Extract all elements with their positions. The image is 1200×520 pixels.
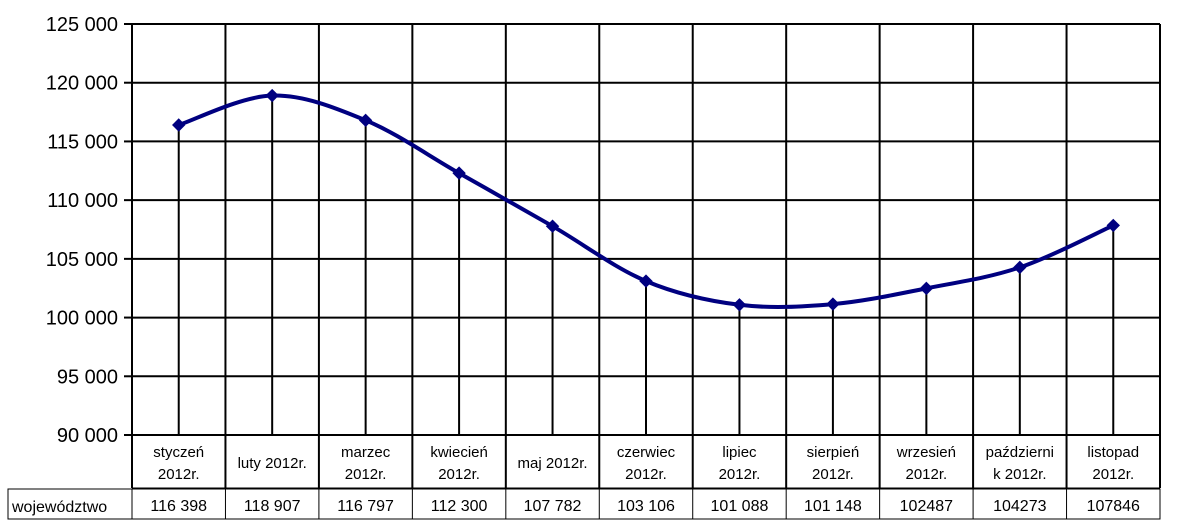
- table-value-cell: 118 907: [244, 498, 301, 515]
- table-value-cell: 107846: [1087, 498, 1140, 515]
- x-category-label: maj 2012r.: [518, 455, 588, 472]
- table-value-cell: 116 398: [150, 498, 207, 515]
- data-point-marker: [265, 88, 279, 103]
- data-point-marker: [452, 166, 466, 180]
- data-point-marker: [1106, 218, 1120, 233]
- y-tick-label: 105 000: [46, 249, 118, 271]
- y-tick-label: 125 000: [46, 14, 118, 36]
- x-category-label: marzec 2012r.: [341, 444, 391, 483]
- y-tick-label: 120 000: [46, 73, 118, 95]
- x-category-label: sierpień 2012r.: [807, 444, 860, 483]
- table-row: [7, 488, 1161, 520]
- y-tick-label: 90 000: [57, 425, 118, 447]
- x-category-label: czerwiec 2012r.: [617, 444, 676, 483]
- data-point-marker: [732, 298, 747, 312]
- x-category-label: kwiecień 2012r.: [430, 444, 488, 483]
- x-category-label: październi k 2012r.: [986, 444, 1054, 483]
- x-category-label: styczeń 2012r.: [153, 444, 204, 483]
- data-point-marker: [826, 297, 840, 311]
- x-category-label: listopad 2012r.: [1087, 444, 1139, 483]
- data-point-marker: [545, 219, 560, 233]
- y-tick-label: 110 000: [47, 190, 118, 212]
- table-value-cell: 116 797: [337, 498, 394, 515]
- table-value-cell: 101 148: [804, 498, 862, 515]
- data-point-marker: [639, 274, 653, 288]
- series-markers: [172, 88, 1120, 312]
- data-point-marker: [1013, 260, 1027, 275]
- series-name-label: województwo: [11, 499, 107, 516]
- x-category-label: lipiec 2012r.: [719, 444, 761, 483]
- x-category-label: wrzesień 2012r.: [896, 444, 956, 483]
- table-value-cell: 107 782: [524, 498, 582, 515]
- table-value-cell: 112 300: [431, 498, 488, 515]
- y-tick-label: 115 000: [47, 131, 118, 153]
- data-table: styczeń 2012r. luty 2012r. marzec 2012r. kwie…: [7, 444, 1161, 520]
- table-value-cell: 101 088: [711, 498, 769, 515]
- grid-lines: [124, 23, 1161, 489]
- data-point-marker: [919, 281, 934, 296]
- table-value-cell: 104273: [993, 498, 1046, 515]
- y-tick-label: 95 000: [57, 366, 118, 388]
- data-point-marker: [358, 113, 373, 128]
- table-value-cell: 103 106: [617, 498, 675, 515]
- data-point-marker: [172, 118, 186, 132]
- x-category-label: luty 2012r.: [238, 455, 307, 472]
- y-tick-label: 100 000: [46, 308, 118, 330]
- table-value-cell: 102487: [900, 498, 953, 515]
- y-axis-tick-labels: 90 000 95 000 100 000 105 000 110 000 115 000…: [46, 14, 118, 447]
